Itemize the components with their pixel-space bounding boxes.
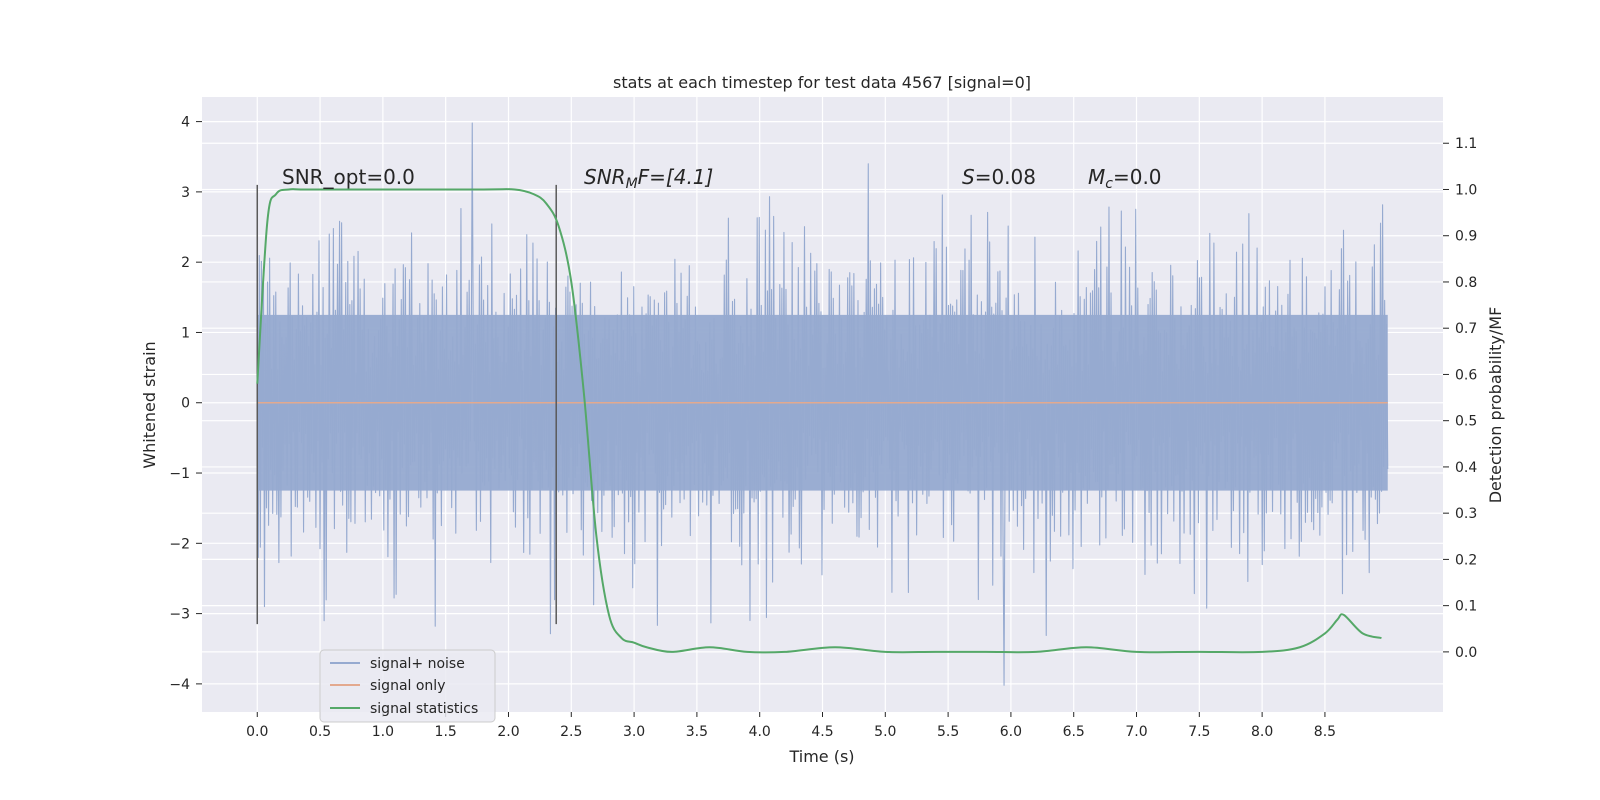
y2-tick-label: 0.5 — [1455, 414, 1477, 430]
y2-tick-label: 0.7 — [1455, 321, 1477, 337]
event-markers — [256, 184, 557, 625]
y-tick-label: 4 — [181, 115, 190, 131]
y-tick-label: 1 — [181, 325, 190, 341]
y2-tick-label: 0.4 — [1455, 460, 1477, 476]
y2-tick-label: 0.0 — [1455, 645, 1477, 661]
snr-mf-main: SNR — [584, 165, 626, 189]
snr-mf-annotation: SNRMF=[4.1] — [584, 165, 713, 192]
snr-opt-annotation: SNR_opt=0.0 — [282, 165, 415, 189]
x-tick-label: 7.0 — [1125, 724, 1147, 740]
y2-tick-label: 1.0 — [1455, 182, 1477, 198]
mc-sub: c — [1105, 176, 1113, 192]
x-tick-label: 1.5 — [435, 724, 457, 740]
x-tick-label: 2.5 — [560, 724, 582, 740]
x-tick-label: 6.5 — [1063, 724, 1085, 740]
legend: signal+ noise signal only signal statist… — [319, 649, 496, 723]
y-axis-label: Whitened strain — [140, 341, 159, 468]
y2-tick-label: 0.9 — [1455, 229, 1477, 245]
y-tick-label: −4 — [169, 677, 190, 693]
x-tick-label: 8.0 — [1251, 724, 1273, 740]
x-tick-label: 4.0 — [749, 724, 771, 740]
y2-axis-label: Detection probability/MF — [1486, 307, 1505, 504]
y2-tick-label: 0.3 — [1455, 506, 1477, 522]
x-tick-label: 8.5 — [1314, 724, 1336, 740]
x-tick-label: 1.0 — [372, 724, 394, 740]
s-main: S — [962, 165, 975, 189]
x-tick-label: 7.5 — [1188, 724, 1210, 740]
x-tick-label: 4.5 — [811, 724, 833, 740]
x-tick-label: 5.5 — [937, 724, 959, 740]
y2-tick-label: 1.1 — [1455, 136, 1477, 152]
s-annotation: S=0.08 — [962, 165, 1036, 189]
legend-label-noise: signal+ noise — [370, 656, 465, 672]
y-tick-label: 0 — [181, 396, 190, 412]
y2-tick-label: 0.2 — [1455, 552, 1477, 568]
y-tick-label: −2 — [169, 536, 190, 552]
y-tick-label: −1 — [169, 466, 190, 482]
x-tick-label: 3.0 — [623, 724, 645, 740]
legend-label-statistics: signal statistics — [370, 701, 478, 717]
mc-tail: =0.0 — [1113, 165, 1162, 189]
signal-statistics-line — [256, 188, 1382, 654]
tick-labels: 0.0 0.5 1.0 1.5 2.0 2.5 3.0 3.5 4.0 4.5 5.0 5.5 6.0 6… — [169, 115, 1477, 740]
y2-tick-label: 0.8 — [1455, 275, 1477, 291]
noise-trace — [256, 122, 1389, 686]
mc-annotation: Mc=0.0 — [1088, 165, 1162, 192]
x-tick-label: 2.0 — [497, 724, 519, 740]
mc-main: M — [1088, 165, 1105, 189]
x-tick-label: 6.0 — [1000, 724, 1022, 740]
x-tick-label: 3.5 — [686, 724, 708, 740]
chart-title: stats at each timestep for test data 456… — [613, 73, 1031, 92]
signal-statistics-series — [256, 188, 1382, 654]
legend-box — [319, 649, 496, 723]
x-tick-label: 5.0 — [874, 724, 896, 740]
y-tick-label: 2 — [181, 255, 190, 271]
snr-mf-sub: M — [626, 176, 638, 192]
x-tick-label: 0.5 — [309, 724, 331, 740]
legend-label-signal: signal only — [370, 678, 445, 694]
y2-tick-label: 0.1 — [1455, 599, 1477, 615]
y-tick-label: −3 — [169, 607, 190, 623]
y-tick-label: 3 — [181, 185, 190, 201]
x-axis-label: Time (s) — [788, 747, 854, 766]
y2-tick-label: 0.6 — [1455, 367, 1477, 383]
snr-mf-tail: F=[4.1] — [638, 165, 714, 189]
s-tail: =0.08 — [975, 165, 1036, 189]
x-tick-label: 0.0 — [246, 724, 268, 740]
